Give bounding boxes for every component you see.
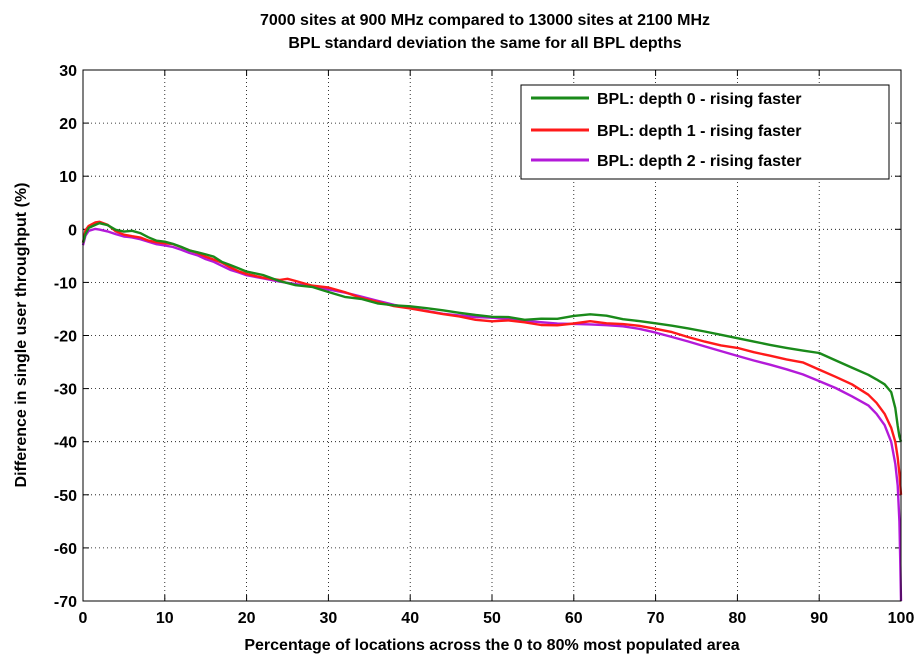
series-line-depth-0 [81,222,903,443]
y-tick-label: -20 [54,329,77,346]
chart-title: 7000 sites at 900 MHz compared to 13000 … [260,12,710,29]
x-tick-label: 20 [238,610,256,627]
x-tick-label: 50 [483,610,501,627]
series-line-depth-1 [81,220,903,495]
x-tick-label: 100 [888,610,914,627]
legend-label-depth-2: BPL: depth 2 - rising faster [597,153,801,170]
y-axis-label: Difference in single user throughput (%) [13,183,30,488]
x-tick-label: 80 [729,610,747,627]
y-tick-label: -10 [54,275,77,292]
x-tick-label: 90 [810,610,828,627]
axis-ticks: 0 10 20 30 40 50 60 70 80 90 1003020100-10-20-30-4… [54,63,914,627]
y-tick-label: -40 [54,435,77,452]
x-tick-label: 60 [565,610,583,627]
y-tick-label: -60 [54,541,77,558]
x-axis-label: Percentage of locations across the 0 to … [244,637,739,654]
chart-subtitle: BPL standard deviation the same for all … [288,35,681,52]
y-tick-label: 10 [59,169,77,186]
x-tick-label: 10 [156,610,174,627]
x-tick-label: 40 [401,610,419,627]
y-tick-label: -70 [54,594,77,611]
legend-box [520,84,890,180]
y-tick-label: -30 [54,382,77,399]
x-tick-label: 0 [79,610,88,627]
legend-label-depth-1: BPL: depth 1 - rising faster [597,123,801,140]
y-tick-label: -50 [54,488,77,505]
x-tick-label: 30 [320,610,338,627]
x-tick-label: 70 [647,610,665,627]
legend-label-depth-0: BPL: depth 0 - rising faster [597,91,801,108]
series-lines [81,220,903,602]
y-tick-label: 20 [59,116,77,133]
y-tick-label: 30 [59,63,77,80]
y-tick-label: 0 [68,222,77,239]
legend: BPL: depth 0 - rising faster BPL: depth … [520,84,890,180]
plot-area-frame [82,69,902,602]
